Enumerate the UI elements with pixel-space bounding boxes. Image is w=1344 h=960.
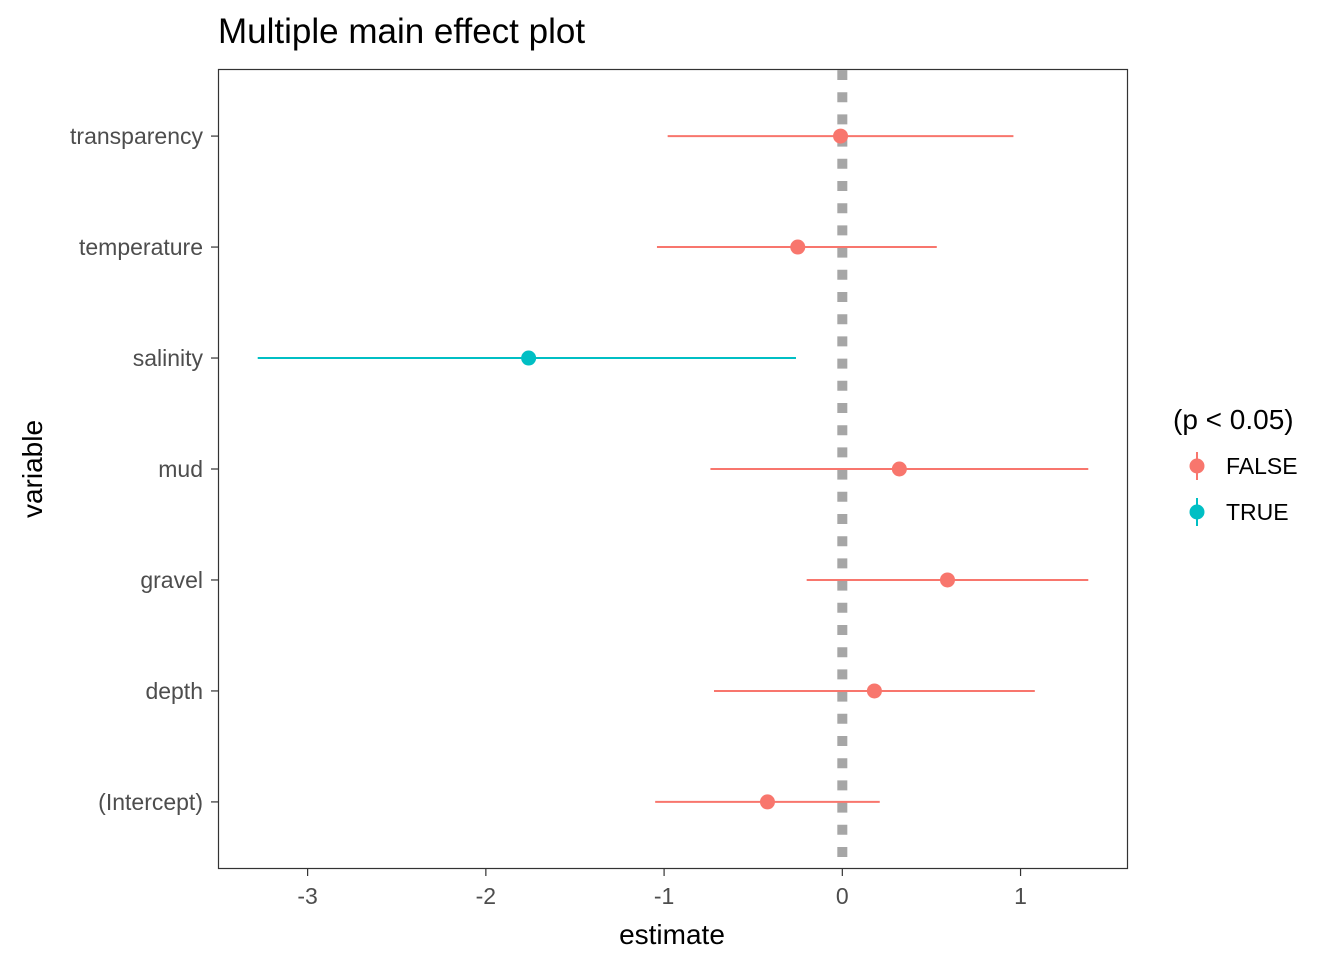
estimate-point-6: [833, 128, 849, 144]
estimate-point-0: [759, 794, 775, 810]
points-layer: [257, 128, 1089, 810]
legend-label-1: TRUE: [1226, 499, 1289, 525]
legend-key-point-1: [1189, 504, 1205, 520]
legend-key-point-0: [1189, 458, 1205, 474]
legend-label-0: FALSE: [1226, 453, 1298, 479]
estimate-point-4: [521, 350, 537, 366]
x-tick-label-0: -3: [297, 883, 317, 909]
y-tick-label-0: (Intercept): [98, 789, 203, 815]
y-tick-label-6: transparency: [70, 123, 203, 149]
y-axis: (Intercept) depth gravel mud salinity tempera…: [70, 123, 218, 815]
estimate-point-3: [891, 461, 907, 477]
legend-entries: FALSE TRUE: [1189, 452, 1298, 526]
x-tick-label-3: 0: [836, 883, 849, 909]
y-tick-label-3: mud: [158, 456, 203, 482]
estimate-point-5: [790, 239, 806, 255]
y-tick-label-2: gravel: [140, 567, 203, 593]
estimate-point-1: [866, 683, 882, 699]
y-axis-title: variable: [17, 420, 48, 518]
legend-title: (p < 0.05): [1173, 404, 1294, 435]
x-tick-label-2: -1: [654, 883, 674, 909]
y-tick-label-1: depth: [145, 678, 203, 704]
x-axis-title: estimate: [619, 919, 725, 950]
y-tick-label-5: temperature: [79, 234, 203, 260]
x-axis: -3 -2 -1 0 1: [297, 869, 1027, 909]
estimate-point-2: [939, 572, 955, 588]
y-tick-label-4: salinity: [133, 345, 204, 371]
legend: (p < 0.05) FALSE TRUE: [1173, 404, 1298, 526]
x-tick-label-4: 1: [1014, 883, 1027, 909]
chart-title: Multiple main effect plot: [218, 12, 585, 51]
x-tick-label-1: -2: [476, 883, 496, 909]
